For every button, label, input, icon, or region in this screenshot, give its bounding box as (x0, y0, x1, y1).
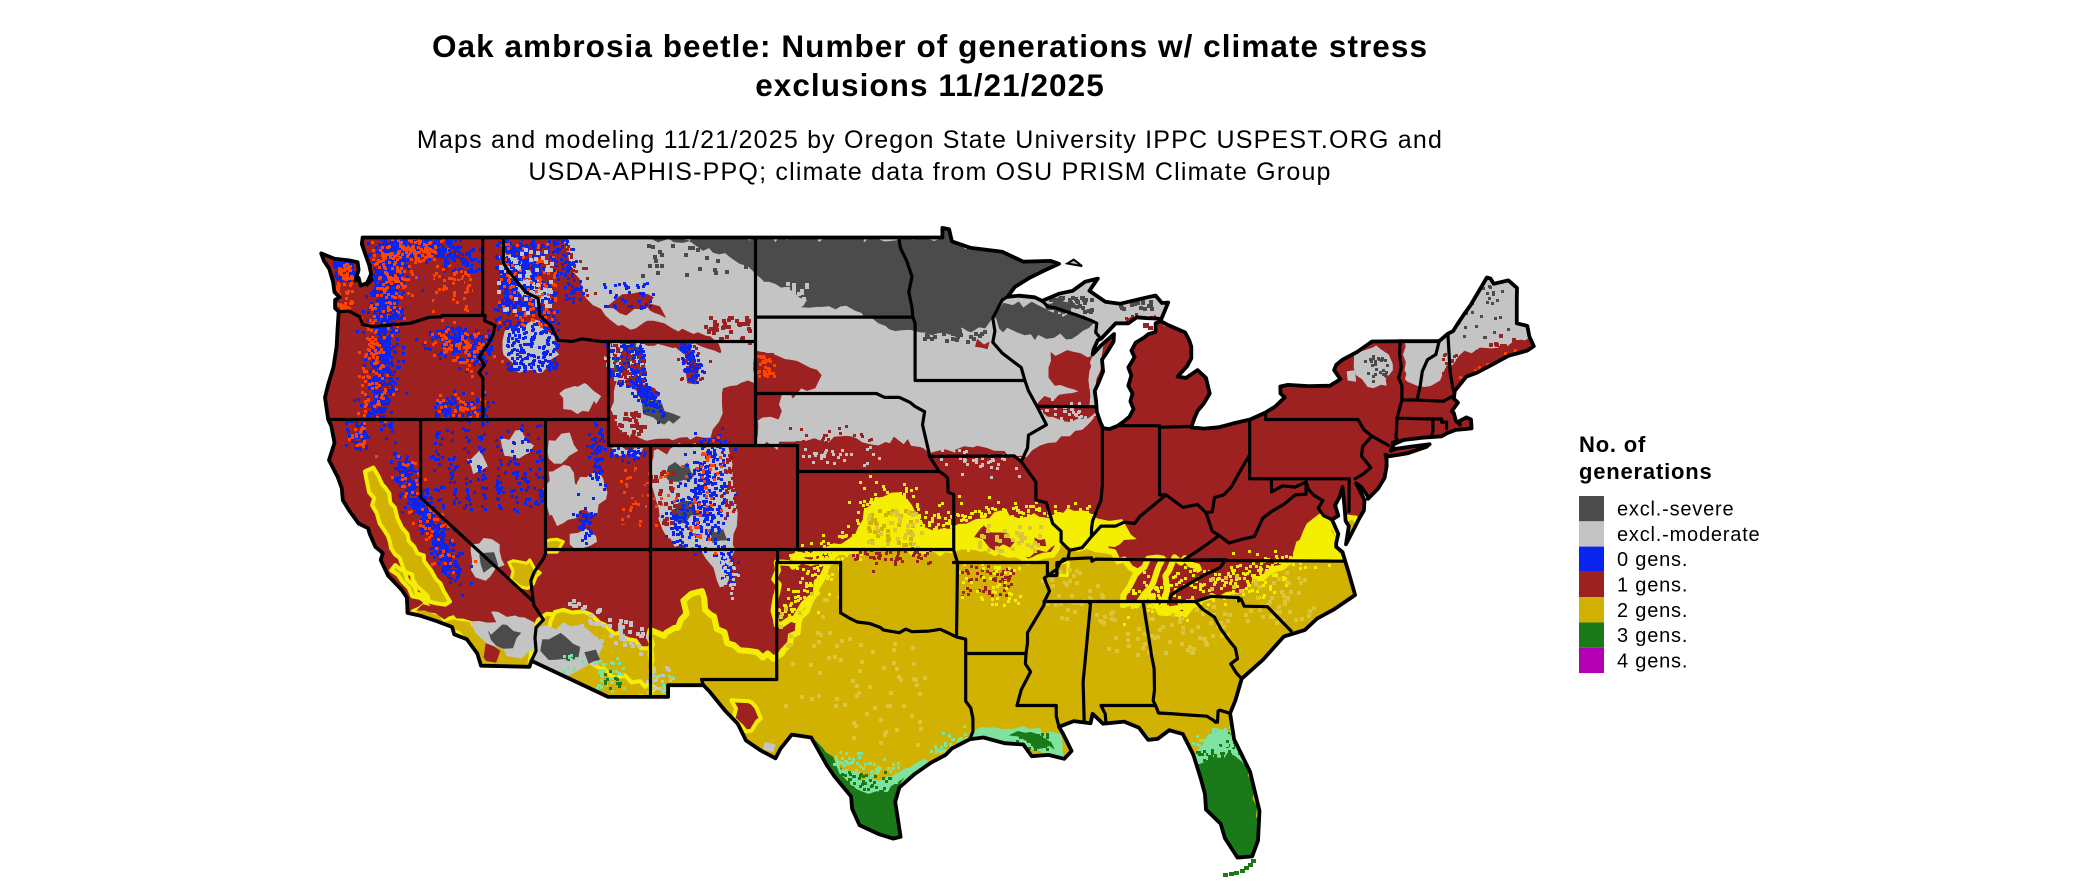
svg-text:generations: generations (1579, 459, 1713, 484)
svg-text:USDA-APHIS-PPQ; climate data f: USDA-APHIS-PPQ; climate data from OSU PR… (528, 158, 1331, 186)
svg-text:2 gens.: 2 gens. (1617, 600, 1688, 622)
svg-text:Maps and modeling 11/21/2025 b: Maps and modeling 11/21/2025 by Oregon S… (417, 126, 1443, 154)
svg-text:Oak ambrosia beetle: Number of: Oak ambrosia beetle: Number of generatio… (432, 28, 1428, 64)
svg-text:excl.-severe: excl.-severe (1617, 499, 1734, 521)
svg-text:3 gens.: 3 gens. (1617, 625, 1688, 647)
svg-text:0 gens.: 0 gens. (1617, 549, 1688, 571)
svg-text:excl.-moderate: excl.-moderate (1617, 524, 1760, 546)
svg-text:1 gens.: 1 gens. (1617, 575, 1688, 597)
svg-text:4 gens.: 4 gens. (1617, 650, 1688, 672)
svg-text:exclusions 11/21/2025: exclusions 11/21/2025 (755, 67, 1105, 103)
svg-text:No. of: No. of (1579, 432, 1646, 457)
